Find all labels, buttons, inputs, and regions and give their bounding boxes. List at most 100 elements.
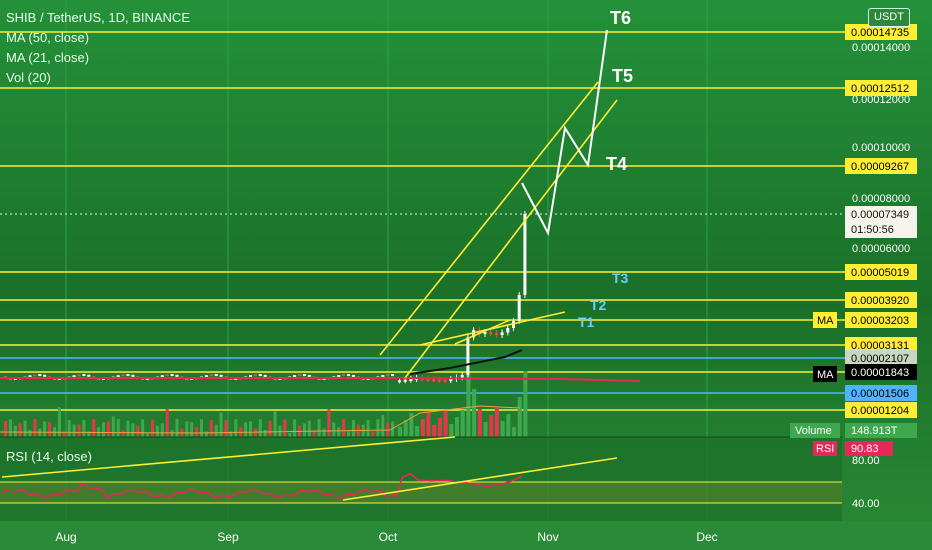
x-axis-labels: Aug Sep Oct Nov Dec [55,530,717,544]
candle [337,375,341,378]
volume-bar [234,419,238,437]
rsi-trendline-lower [342,457,618,501]
candle [33,374,37,377]
volume-bar [293,419,297,437]
volume-bar [288,432,292,437]
volume-bar [307,420,311,437]
candle [523,214,527,295]
volume-bar [432,425,437,437]
volume-bar [195,427,199,437]
candle [307,374,311,377]
y-tick-label: 0.00010000 [852,142,910,154]
candle [351,374,355,377]
rsi-badge-label: RSI [816,443,834,455]
y-tick-label: 0.00014000 [852,42,910,54]
level-badge: 0.00003920 [851,295,909,307]
volume-bar [337,427,341,437]
volume-bar [273,411,277,437]
time-axis [0,521,932,550]
y-tick-label: 0.00008000 [852,193,910,205]
candle [472,330,476,338]
level-badge: 0.00001843 [851,367,909,379]
volume-bar [483,422,488,437]
x-label-oct: Oct [379,530,398,544]
channel-lower-line [404,99,618,379]
target-label-t1: T1 [578,314,595,330]
current-price-badge-bg [845,206,917,238]
candle [121,374,125,377]
volume-bar [506,414,511,437]
indicator-legend: SHIB / TetherUS, 1D, BINANCE MA (50, clo… [6,8,190,88]
level-badge: 0.00014735 [851,27,909,39]
rsi-badge-bg [845,441,893,456]
ma50-legend[interactable]: MA (50, close) [6,30,90,45]
price-projection-path [521,29,608,237]
volume-bar [455,417,459,437]
volume-bar [403,420,408,437]
level-badge-bg [845,264,917,280]
candle [398,380,401,383]
volume-bar [121,430,125,437]
candle [38,374,42,377]
level-badge: 0.00001506 [851,388,909,400]
volume-bar [512,427,516,437]
volume-bar [13,425,17,437]
volume-badge-label-bg [790,423,840,438]
rsi-level-80-label: 80.00 [852,455,880,467]
volume-bar [517,397,522,437]
candle [253,374,257,377]
level-badge: 0.00012512 [851,83,909,95]
y-tick-label: 0.00006000 [852,243,910,255]
candle [466,337,470,375]
volume-legend[interactable]: Vol (20) [6,70,51,85]
volume-badge-label: Volume [795,425,832,437]
volume-bar [381,415,385,437]
volume-bar [33,419,37,437]
candle [77,374,81,377]
level-badge-bg [845,337,917,353]
volume-bar [126,420,130,437]
volume-bar [317,419,321,437]
volume-bar [460,410,465,437]
volume-bar [322,428,326,437]
candle [165,374,169,377]
volume-bar [420,419,425,437]
volume-bar [185,421,189,437]
volume-bar [258,419,262,437]
x-label-aug: Aug [55,530,76,544]
volume-bar [219,412,223,437]
rsi-legend[interactable]: RSI (14, close) [6,449,92,464]
ma-badge-yellow: MA [817,315,834,327]
candle [381,375,385,378]
candle [347,374,350,377]
candle [170,374,174,377]
rsi-badge: 90.83 [851,443,879,455]
candle [82,374,86,377]
volume-bar [494,408,499,437]
candle [302,374,306,377]
candle [160,375,164,378]
ma21-legend[interactable]: MA (21, close) [6,50,90,65]
volume-bar [229,431,233,437]
target-label-t2: T2 [590,297,607,313]
candle [460,375,464,378]
volume-bar [500,421,505,437]
rsi-trendline-upper [1,436,456,478]
volume-bar [342,419,346,437]
volume-bar [87,431,91,437]
volume-bar [351,419,355,437]
candle [298,374,301,377]
volume-bar [67,419,71,437]
candle [437,379,441,382]
level-badge-bg [845,350,917,366]
symbol-title[interactable]: SHIB / TetherUS, 1D, BINANCE [6,10,190,25]
currency-button[interactable]: USDT [868,8,910,27]
candle [293,375,297,378]
target-label-t6: T6 [610,8,631,28]
volume-bar [263,430,267,437]
candle [214,374,218,377]
trend-drawings [379,81,618,379]
candle [483,332,487,334]
volume-bar [415,426,420,437]
